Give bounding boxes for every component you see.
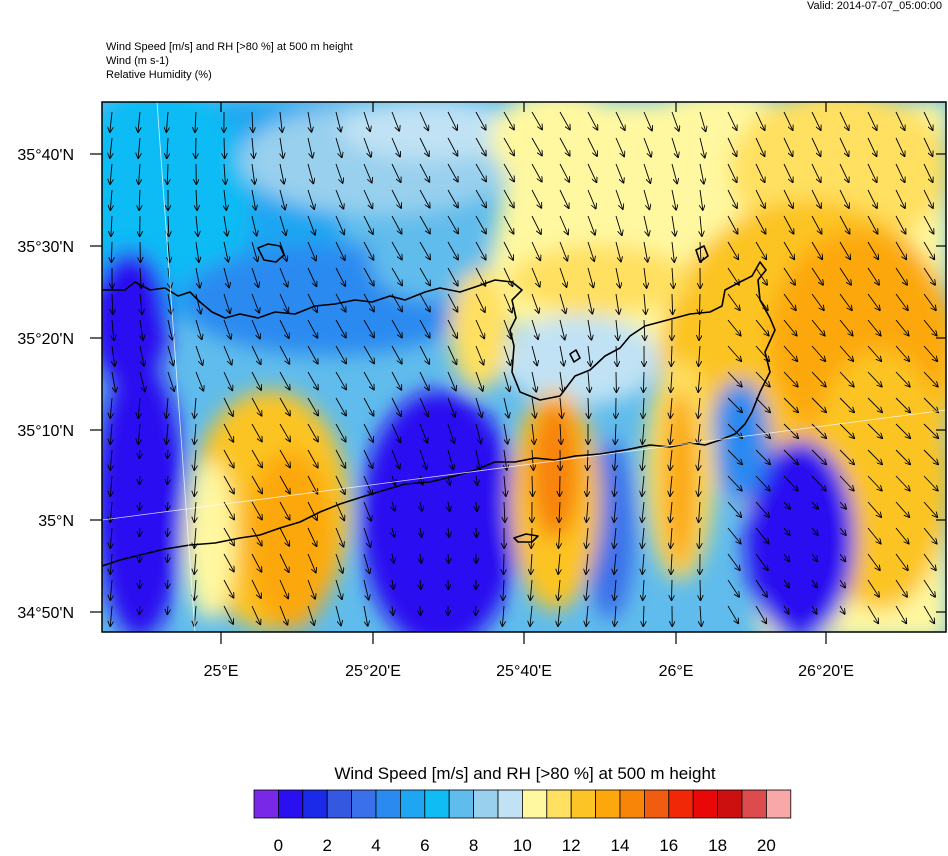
wind-arrow [700, 580, 701, 600]
wind-arrow [700, 294, 701, 314]
colorbar-swatch [376, 790, 400, 818]
colorbar-swatch [644, 790, 668, 818]
colorbar-swatch [620, 790, 644, 818]
longitude-labels: 25°E 25°20'E 25°40'E 26°E 26°20'E [204, 663, 854, 680]
wind-arrow [504, 554, 505, 574]
colorbar-label: 10 [502, 836, 542, 856]
lon-label: 25°20'E [345, 663, 401, 680]
colorbar-swatch [425, 790, 449, 818]
colorbar [254, 790, 791, 818]
wind-arrow [532, 476, 533, 496]
colorbar-label: 20 [746, 836, 786, 856]
colorbar-swatch [693, 790, 717, 818]
colorbar-label: 2 [307, 836, 347, 856]
colorbar-swatch [303, 790, 327, 818]
wind-arrow [672, 294, 673, 314]
lat-label: 35°30'N [17, 239, 74, 256]
lat-label: 34°50'N [17, 605, 74, 622]
wind-arrow [643, 372, 644, 392]
colorbar-label: 14 [600, 836, 640, 856]
wind-speed-field [70, 80, 948, 650]
colorbar-swatch [669, 790, 693, 818]
colorbar-swatch [742, 790, 766, 818]
colorbar-swatch [474, 790, 498, 818]
colorbar-swatch [766, 790, 790, 818]
colorbar-title: Wind Speed [m/s] and RH [>80 %] at 500 m… [0, 764, 948, 784]
lat-label: 35°N [38, 513, 74, 530]
colorbar-swatch [547, 790, 571, 818]
colorbar-label: 4 [356, 836, 396, 856]
lon-label: 26°20'E [798, 663, 854, 680]
wind-arrow [111, 242, 112, 262]
colorbar-swatch [400, 790, 424, 818]
lat-label: 35°40'N [17, 147, 74, 164]
latitude-labels: 35°40'N 35°30'N 35°20'N 35°10'N 35°N 34°50'N [17, 147, 74, 622]
lat-label: 35°10'N [17, 423, 74, 440]
colorbar-swatch [278, 790, 302, 818]
colorbar-label: 6 [405, 836, 445, 856]
colorbar-swatch [571, 790, 595, 818]
colorbar-label: 8 [454, 836, 494, 856]
colorbar-label: 0 [258, 836, 298, 856]
wind-arrow [672, 580, 673, 600]
lon-label: 25°40'E [496, 663, 552, 680]
wind-arrow [476, 528, 477, 537]
lon-label: 25°E [204, 663, 239, 680]
colorbar-swatch [718, 790, 742, 818]
lon-label: 26°E [659, 663, 694, 680]
colorbar-label: 12 [551, 836, 591, 856]
wind-arrow [420, 606, 421, 615]
colorbar-swatch [327, 790, 351, 818]
colorbar-swatch [352, 790, 376, 818]
colorbar-swatch [596, 790, 620, 818]
colorbar-swatch [254, 790, 278, 818]
wind-arrow [224, 138, 225, 158]
colorbar-label: 18 [698, 836, 738, 856]
colorbar-swatch [498, 790, 522, 818]
lat-label: 35°20'N [17, 331, 74, 348]
colorbar-swatch [522, 790, 546, 818]
colorbar-swatch [449, 790, 473, 818]
colorbar-label: 16 [649, 836, 689, 856]
